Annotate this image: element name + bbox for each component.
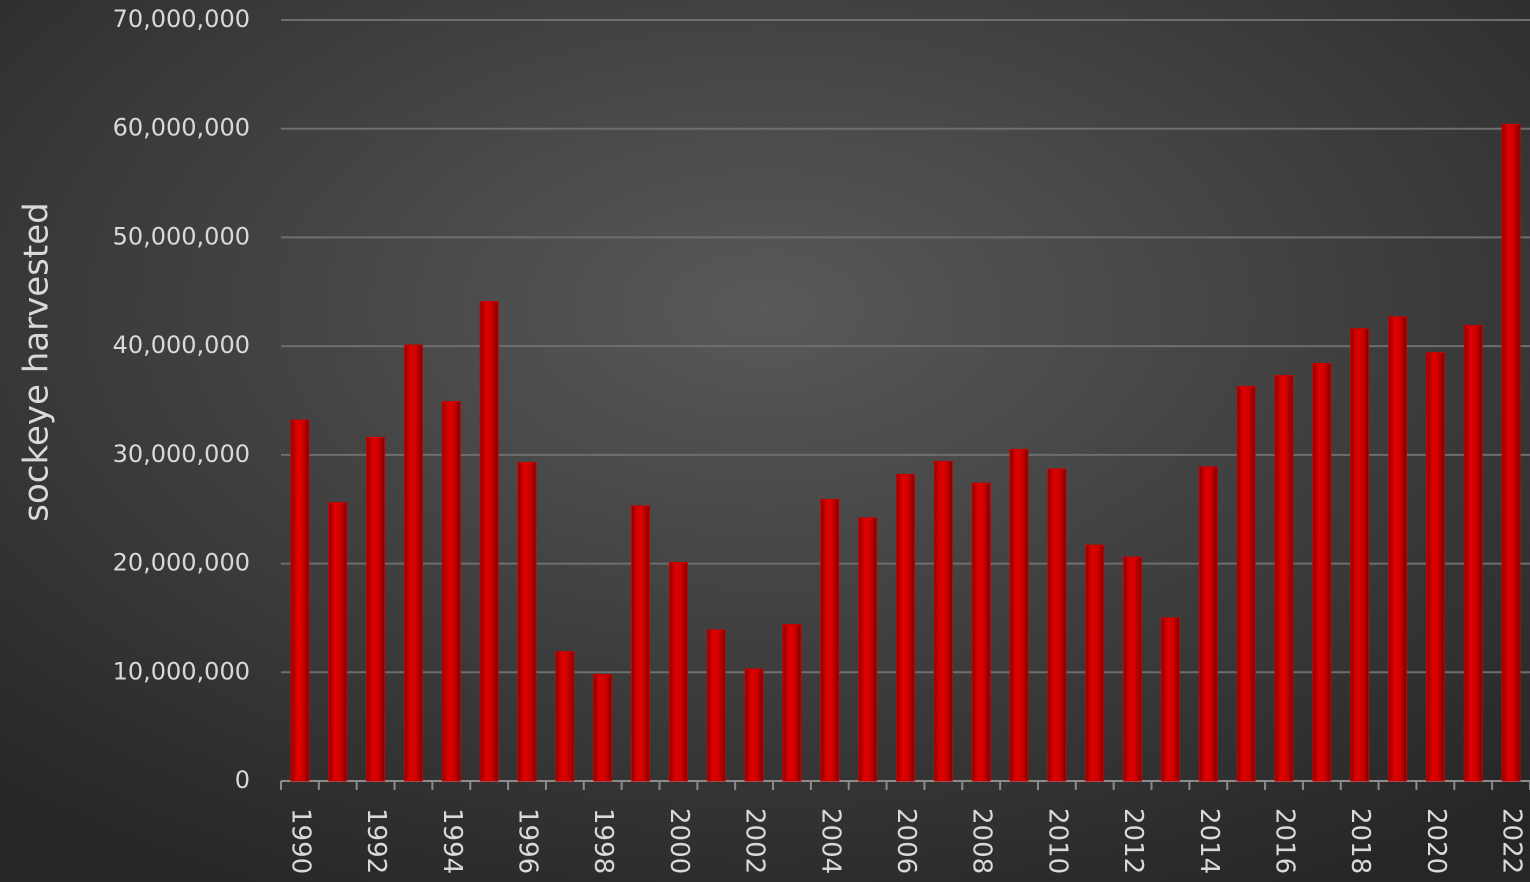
bar — [668, 561, 688, 782]
bar — [1312, 363, 1332, 782]
bar — [820, 498, 840, 782]
y-tick-label: 50,000,000 — [113, 222, 250, 250]
bar — [631, 505, 651, 782]
bar — [1274, 374, 1294, 782]
bar — [1123, 556, 1143, 782]
bar — [403, 344, 423, 782]
x-tick-label: 2006 — [891, 808, 921, 874]
y-tick-label: 30,000,000 — [113, 440, 250, 468]
bar — [782, 623, 802, 782]
bar — [1463, 324, 1483, 782]
bar — [1009, 448, 1029, 782]
x-tick-label: 2004 — [815, 808, 845, 874]
bar — [517, 461, 537, 782]
y-tick-label: 40,000,000 — [113, 331, 250, 359]
x-tick-label: 1990 — [285, 808, 315, 874]
bar — [1236, 385, 1256, 782]
y-tick-label: 10,000,000 — [113, 657, 250, 685]
x-tick-label: 2002 — [740, 808, 770, 874]
x-tick-label: 2012 — [1118, 808, 1148, 874]
x-tick-label: 1994 — [437, 808, 467, 874]
bar — [366, 436, 386, 782]
y-tick-label: 60,000,000 — [113, 114, 250, 142]
y-tick-label: 70,000,000 — [113, 5, 250, 33]
y-tick-label: 20,000,000 — [113, 549, 250, 577]
bar — [1085, 544, 1105, 782]
y-axis-label: sockeye harvested — [17, 202, 57, 521]
bar — [1198, 466, 1218, 782]
x-tick-label: 1992 — [361, 808, 391, 874]
bar — [1047, 468, 1067, 782]
bar — [706, 629, 726, 782]
x-tick-label: 2010 — [1042, 808, 1072, 874]
bar — [1350, 328, 1370, 782]
bar — [896, 473, 915, 782]
bar — [744, 668, 764, 782]
x-tick-label: 2016 — [1269, 808, 1299, 874]
bar — [933, 460, 953, 782]
bar — [858, 517, 878, 782]
bar — [555, 651, 575, 782]
bar — [441, 401, 461, 782]
bar — [593, 673, 613, 782]
bar — [290, 419, 310, 782]
x-tick-label: 2020 — [1421, 808, 1451, 874]
y-tick-label: 0 — [235, 766, 250, 794]
bar — [479, 301, 499, 782]
bar — [1160, 617, 1180, 782]
x-tick-label: 2008 — [967, 808, 997, 874]
x-tick-label: 2014 — [1194, 808, 1224, 874]
bar — [1425, 352, 1445, 782]
bar — [1388, 316, 1408, 782]
x-tick-label: 2022 — [1497, 808, 1527, 874]
x-tick-label: 2018 — [1345, 808, 1375, 874]
bar — [971, 482, 991, 782]
x-tick-label: 1996 — [513, 808, 543, 874]
bar — [1501, 123, 1521, 782]
x-tick-label: 1998 — [588, 808, 618, 874]
bar — [328, 502, 348, 782]
x-tick-label: 2000 — [664, 808, 694, 874]
